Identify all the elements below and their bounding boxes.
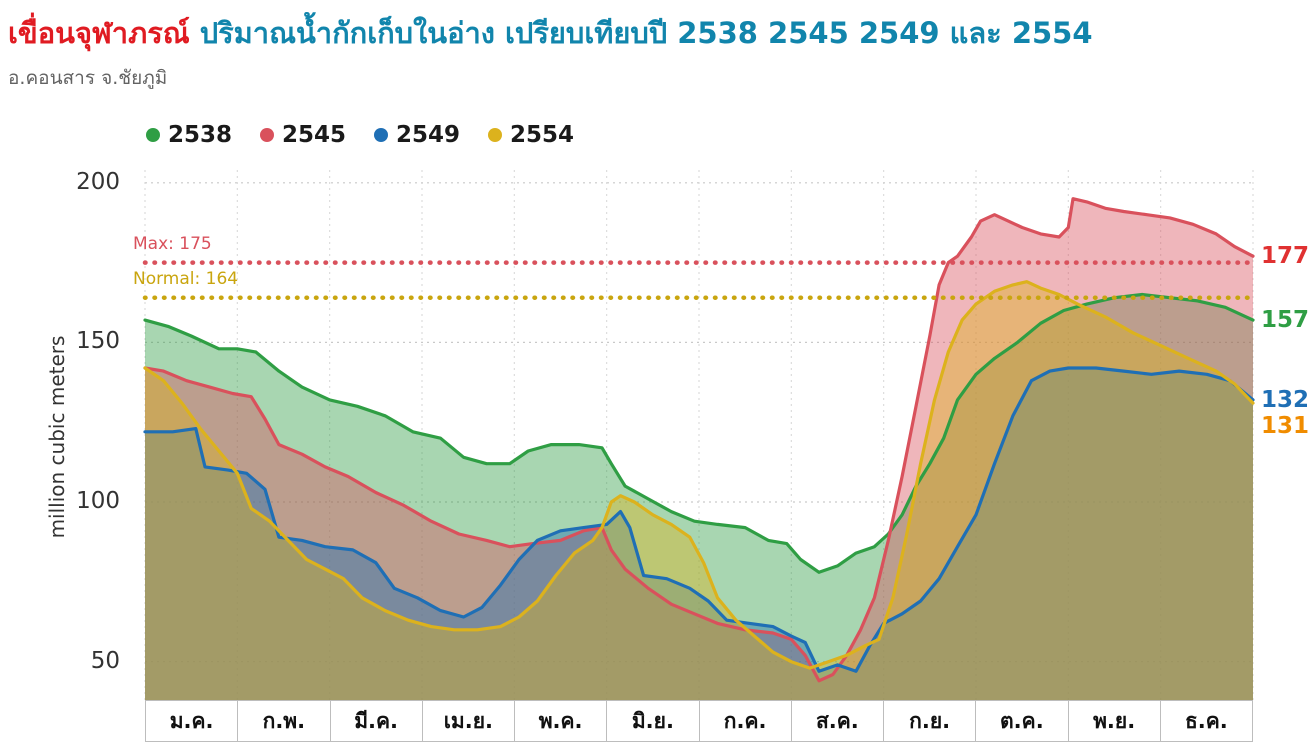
legend-item-2538: 2538 bbox=[146, 122, 232, 148]
header: เขื่อนจุฬาภรณ์ ปริมาณน้ำกักเก็บในอ่าง เปร… bbox=[8, 10, 1093, 93]
page-subtitle: อ.คอนสาร จ.ชัยภูมิ bbox=[8, 67, 168, 89]
y-tick-label: 100 bbox=[76, 488, 120, 515]
y-tick-label: 150 bbox=[76, 328, 120, 355]
title-description: ปริมาณน้ำกักเก็บในอ่าง เปรียบเทียบปี 253… bbox=[199, 16, 1093, 50]
line-2538 bbox=[143, 292, 1255, 574]
end-value-label-132: 132 bbox=[1261, 386, 1308, 413]
end-value-label-177: 177 bbox=[1261, 243, 1308, 270]
x-axis-month-label: ธ.ค. bbox=[1184, 708, 1228, 733]
area-2538 bbox=[145, 294, 1253, 700]
x-axis-month-row: ม.ค. ก.พ. มี.ค. เม.ย. พ.ค. มิ.ย. ก.ค. ส.ค. ก.ย. ต… bbox=[145, 700, 1253, 742]
x-axis-month-label: ก.พ. bbox=[238, 701, 331, 741]
legend-item-2549: 2549 bbox=[374, 122, 460, 148]
end-value-label-131: 131 bbox=[1261, 412, 1308, 439]
legend-label: 2549 bbox=[396, 122, 461, 148]
legend-item-2554: 2554 bbox=[488, 122, 574, 148]
area-2545 bbox=[145, 198, 1253, 700]
dam-name: เขื่อนจุฬาภรณ์ bbox=[8, 16, 190, 50]
line-2549 bbox=[143, 366, 1255, 673]
legend-dot-icon bbox=[374, 128, 389, 142]
x-axis-month-label: ส.ค. bbox=[792, 701, 884, 741]
legend-item-2545: 2545 bbox=[260, 122, 346, 148]
x-axis-month-label: ก.ค. bbox=[700, 701, 792, 741]
y-tick-label: 200 bbox=[76, 168, 120, 195]
reference-line-label: Max: 175 bbox=[133, 233, 212, 254]
legend-label: 2554 bbox=[510, 122, 575, 148]
page-title: เขื่อนจุฬาภรณ์ ปริมาณน้ำกักเก็บในอ่าง เปร… bbox=[8, 10, 1093, 56]
legend-label: 2545 bbox=[282, 122, 347, 148]
y-axis-tick-labels: 50 100 150 200 bbox=[58, 0, 128, 749]
line-2554 bbox=[143, 280, 1255, 670]
x-axis-month-label: เม.ย. bbox=[423, 701, 515, 741]
x-axis-month-label: พ.ย. bbox=[1069, 701, 1161, 741]
x-axis-month-label: มี.ค. bbox=[331, 701, 423, 741]
x-axis-month-label: ก.ย. bbox=[884, 701, 977, 741]
y-tick-label: 50 bbox=[90, 647, 120, 674]
x-axis-month-label: ม.ค. bbox=[146, 701, 239, 741]
x-axis-month-label: ต.ค. bbox=[976, 701, 1069, 741]
line-2545 bbox=[143, 197, 1255, 683]
area-2549 bbox=[145, 368, 1253, 700]
legend-label: 2538 bbox=[168, 122, 233, 148]
legend-dot-icon bbox=[146, 128, 160, 142]
legend-dot-icon bbox=[260, 128, 275, 142]
x-axis-month-label: พ.ค. bbox=[515, 701, 608, 741]
legend-dot-icon bbox=[488, 128, 503, 142]
reference-line-label: Normal: 164 bbox=[133, 268, 239, 289]
end-value-label-157: 157 bbox=[1261, 307, 1308, 334]
chart-legend: 2538 2545 2549 2554 bbox=[146, 122, 574, 148]
x-axis-month-label: มิ.ย. bbox=[607, 701, 700, 741]
area-2554 bbox=[145, 281, 1253, 700]
